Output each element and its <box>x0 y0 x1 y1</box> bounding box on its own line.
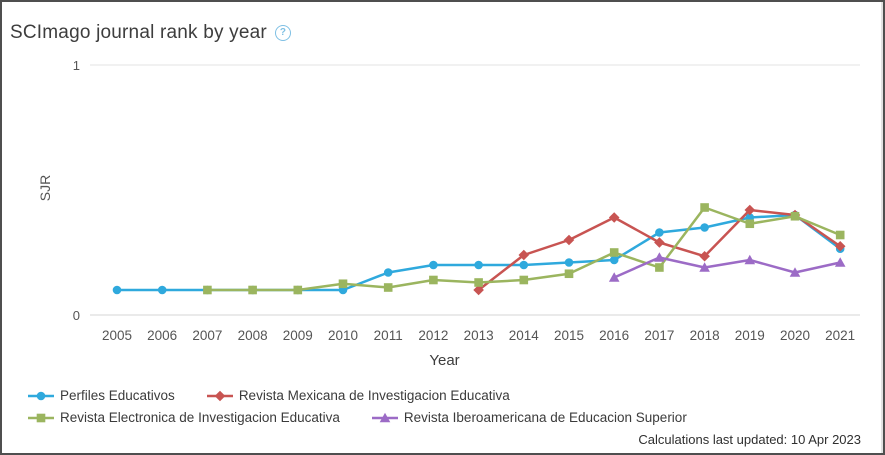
y-tick-min: 0 <box>72 308 80 323</box>
x-tick-2020: 2020 <box>779 328 811 343</box>
legend-row: Revista Electronica de Investigacion Edu… <box>28 410 687 425</box>
legend-item-revista-mexicana-de-investigacion-educativa[interactable]: Revista Mexicana de Investigacion Educat… <box>206 388 510 403</box>
y-tick-max: 1 <box>72 58 80 73</box>
x-tick-2005: 2005 <box>101 328 133 343</box>
help-icon[interactable]: ? <box>274 25 291 41</box>
x-tick-2012: 2012 <box>418 328 449 343</box>
legend-label: Revista Electronica de Investigacion Edu… <box>60 410 340 425</box>
legend-row: Perfiles Educativos Revista Mexicana de I… <box>28 388 687 403</box>
legend-label: Revista Iberoamericana de Educacion Supe… <box>403 410 687 425</box>
last-updated-note: Calculations last updated: 10 Apr 2023 <box>638 432 861 447</box>
legend-item-revista-electronica-de-investigacion-educativa[interactable]: Revista Electronica de Investigacion Edu… <box>28 410 340 425</box>
series-revista-mexicana-de-investigacion-educativa <box>473 204 846 296</box>
x-tick-2017: 2017 <box>644 328 675 343</box>
legend-item-revista-iberoamericana-de-educacion-superior[interactable]: Revista Iberoamericana de Educacion Supe… <box>371 410 687 425</box>
x-tick-2006: 2006 <box>147 328 178 343</box>
x-tick-2009: 2009 <box>282 328 313 343</box>
series-revista-electronica-de-investigacion-educativa <box>203 203 845 295</box>
x-tick-2018: 2018 <box>689 328 720 343</box>
chart-header: SCImago journal rank by year ? <box>10 22 291 44</box>
x-tick-2021: 2021 <box>825 328 856 343</box>
x-tick-2019: 2019 <box>734 328 765 343</box>
x-tick-2007: 2007 <box>192 328 223 343</box>
legend-label: Perfiles Educativos <box>60 388 175 403</box>
page-title: SCImago journal rank by year <box>10 22 267 43</box>
circle-marker-icon <box>28 391 54 400</box>
x-tick-2011: 2011 <box>373 328 403 343</box>
square-marker-icon <box>28 413 54 422</box>
line-chart <box>90 64 860 316</box>
triangle-marker-icon <box>371 412 398 422</box>
diamond-marker-icon <box>206 390 233 401</box>
x-tick-2013: 2013 <box>463 328 494 343</box>
x-tick-2016: 2016 <box>599 328 630 343</box>
legend-label: Revista Mexicana de Investigacion Educat… <box>238 388 510 403</box>
x-tick-2008: 2008 <box>237 328 268 343</box>
x-axis-label: Year <box>429 352 460 369</box>
legend-item-perfiles-educativos[interactable]: Perfiles Educativos <box>28 388 175 403</box>
x-tick-2010: 2010 <box>327 328 359 343</box>
x-tick-2015: 2015 <box>553 328 585 343</box>
series-revista-iberoamericana-de-educacion-superior <box>608 252 846 282</box>
x-tick-2014: 2014 <box>508 328 539 343</box>
chart-legend: Perfiles Educativos Revista Mexicana de I… <box>28 388 687 425</box>
